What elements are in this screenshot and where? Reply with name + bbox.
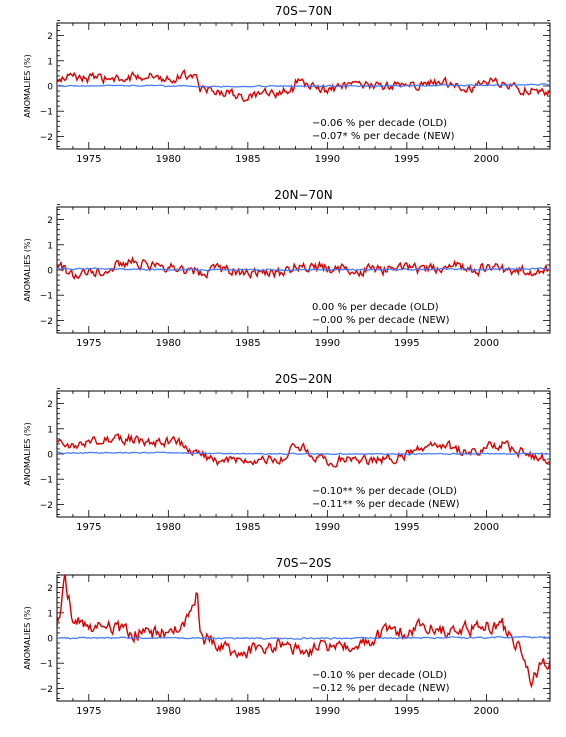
y-axis-label: ANOMALIES (%) <box>23 54 32 117</box>
y-axis-label: ANOMALIES (%) <box>23 238 32 301</box>
chart-title: 70S−20S <box>276 556 332 570</box>
x-tick-label: 1990 <box>315 338 340 349</box>
chart-title: 20S−20N <box>275 372 332 386</box>
series-line-new <box>57 635 550 640</box>
x-tick-label: 1975 <box>76 338 101 349</box>
y-tick-label: 2 <box>47 584 53 594</box>
x-tick-label: 1985 <box>235 338 260 349</box>
y-tick-label: −2 <box>40 501 53 511</box>
y-tick-label: 1 <box>47 425 53 435</box>
x-tick-label: 1975 <box>76 706 101 717</box>
chart-title: 20N−70N <box>274 188 333 202</box>
y-tick-label: 1 <box>47 609 53 619</box>
x-tick-label: 1985 <box>235 154 260 165</box>
series-line-new <box>57 83 550 88</box>
trend-annotation: −0.12 % per decade (NEW) <box>312 683 450 694</box>
x-tick-label: 1990 <box>315 522 340 533</box>
x-tick-label: 1995 <box>394 338 419 349</box>
series-line-old <box>57 575 550 689</box>
x-tick-label: 1990 <box>315 154 340 165</box>
y-tick-label: −1 <box>40 292 53 302</box>
trend-annotation: −0.10** % per decade (OLD) <box>312 486 457 497</box>
x-tick-label: 2000 <box>474 338 499 349</box>
trend-annotation: −0.10 % per decade (OLD) <box>312 670 447 681</box>
series-line-old <box>57 255 550 280</box>
trend-annotation: −0.06 % per decade (OLD) <box>312 118 447 129</box>
x-tick-label: 1985 <box>235 706 260 717</box>
x-tick-label: 2000 <box>474 706 499 717</box>
series-line-old <box>57 432 550 468</box>
y-tick-label: −1 <box>40 108 53 118</box>
y-tick-label: 1 <box>47 241 53 251</box>
trend-annotation: −0.11** % per decade (NEW) <box>312 499 460 510</box>
x-tick-label: 1990 <box>315 706 340 717</box>
x-tick-label: 1975 <box>76 154 101 165</box>
y-tick-label: 1 <box>47 57 53 67</box>
y-tick-label: 0 <box>47 83 53 93</box>
y-tick-label: −2 <box>40 685 53 695</box>
chart-panel-1: 70S−70N ANOMALIES (%) 1975 1980 1985 1990 1995… <box>23 4 551 165</box>
x-tick-label: 1980 <box>156 338 181 349</box>
y-axis-label: ANOMALIES (%) <box>23 422 32 485</box>
y-tick-label: −1 <box>40 660 53 670</box>
y-tick-label: 0 <box>47 267 53 277</box>
chart-title: 70S−70N <box>275 4 332 18</box>
chart-panel-2: 20N−70N ANOMALIES (%) 1975 1980 1985 1990 1995… <box>23 188 551 349</box>
x-tick-label: 1995 <box>394 522 419 533</box>
x-tick-label: 1980 <box>156 154 181 165</box>
y-tick-label: 0 <box>47 635 53 645</box>
y-tick-label: −2 <box>40 133 53 143</box>
chart-panel-3: 20S−20N ANOMALIES (%) 1975 1980 1985 1990 1995… <box>23 372 551 533</box>
y-tick-label: 2 <box>47 216 53 226</box>
x-tick-label: 2000 <box>474 154 499 165</box>
trend-annotation: −0.00 % per decade (NEW) <box>312 315 450 326</box>
x-tick-label: 1985 <box>235 522 260 533</box>
series-line-old <box>57 68 550 103</box>
trend-annotation: −0.07* % per decade (NEW) <box>312 131 455 142</box>
chart-panel-4: 70S−20S ANOMALIES (%) 1975 1980 1985 1990 1995… <box>23 556 551 717</box>
x-tick-label: 1995 <box>394 706 419 717</box>
y-tick-label: 2 <box>47 400 53 410</box>
series-line-new <box>57 267 550 272</box>
series-line-new <box>57 451 550 456</box>
y-tick-label: 0 <box>47 451 53 461</box>
x-tick-label: 1975 <box>76 522 101 533</box>
y-axis-label: ANOMALIES (%) <box>23 606 32 669</box>
trend-annotation: 0.00 % per decade (OLD) <box>312 302 439 313</box>
x-tick-label: 1980 <box>156 522 181 533</box>
y-tick-label: −2 <box>40 317 53 327</box>
x-tick-label: 1980 <box>156 706 181 717</box>
x-tick-label: 2000 <box>474 522 499 533</box>
x-tick-label: 1995 <box>394 154 419 165</box>
y-tick-label: 2 <box>47 32 53 42</box>
y-tick-label: −1 <box>40 476 53 486</box>
